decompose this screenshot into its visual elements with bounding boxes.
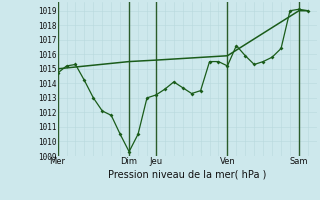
X-axis label: Pression niveau de la mer( hPa ): Pression niveau de la mer( hPa ): [108, 169, 266, 179]
